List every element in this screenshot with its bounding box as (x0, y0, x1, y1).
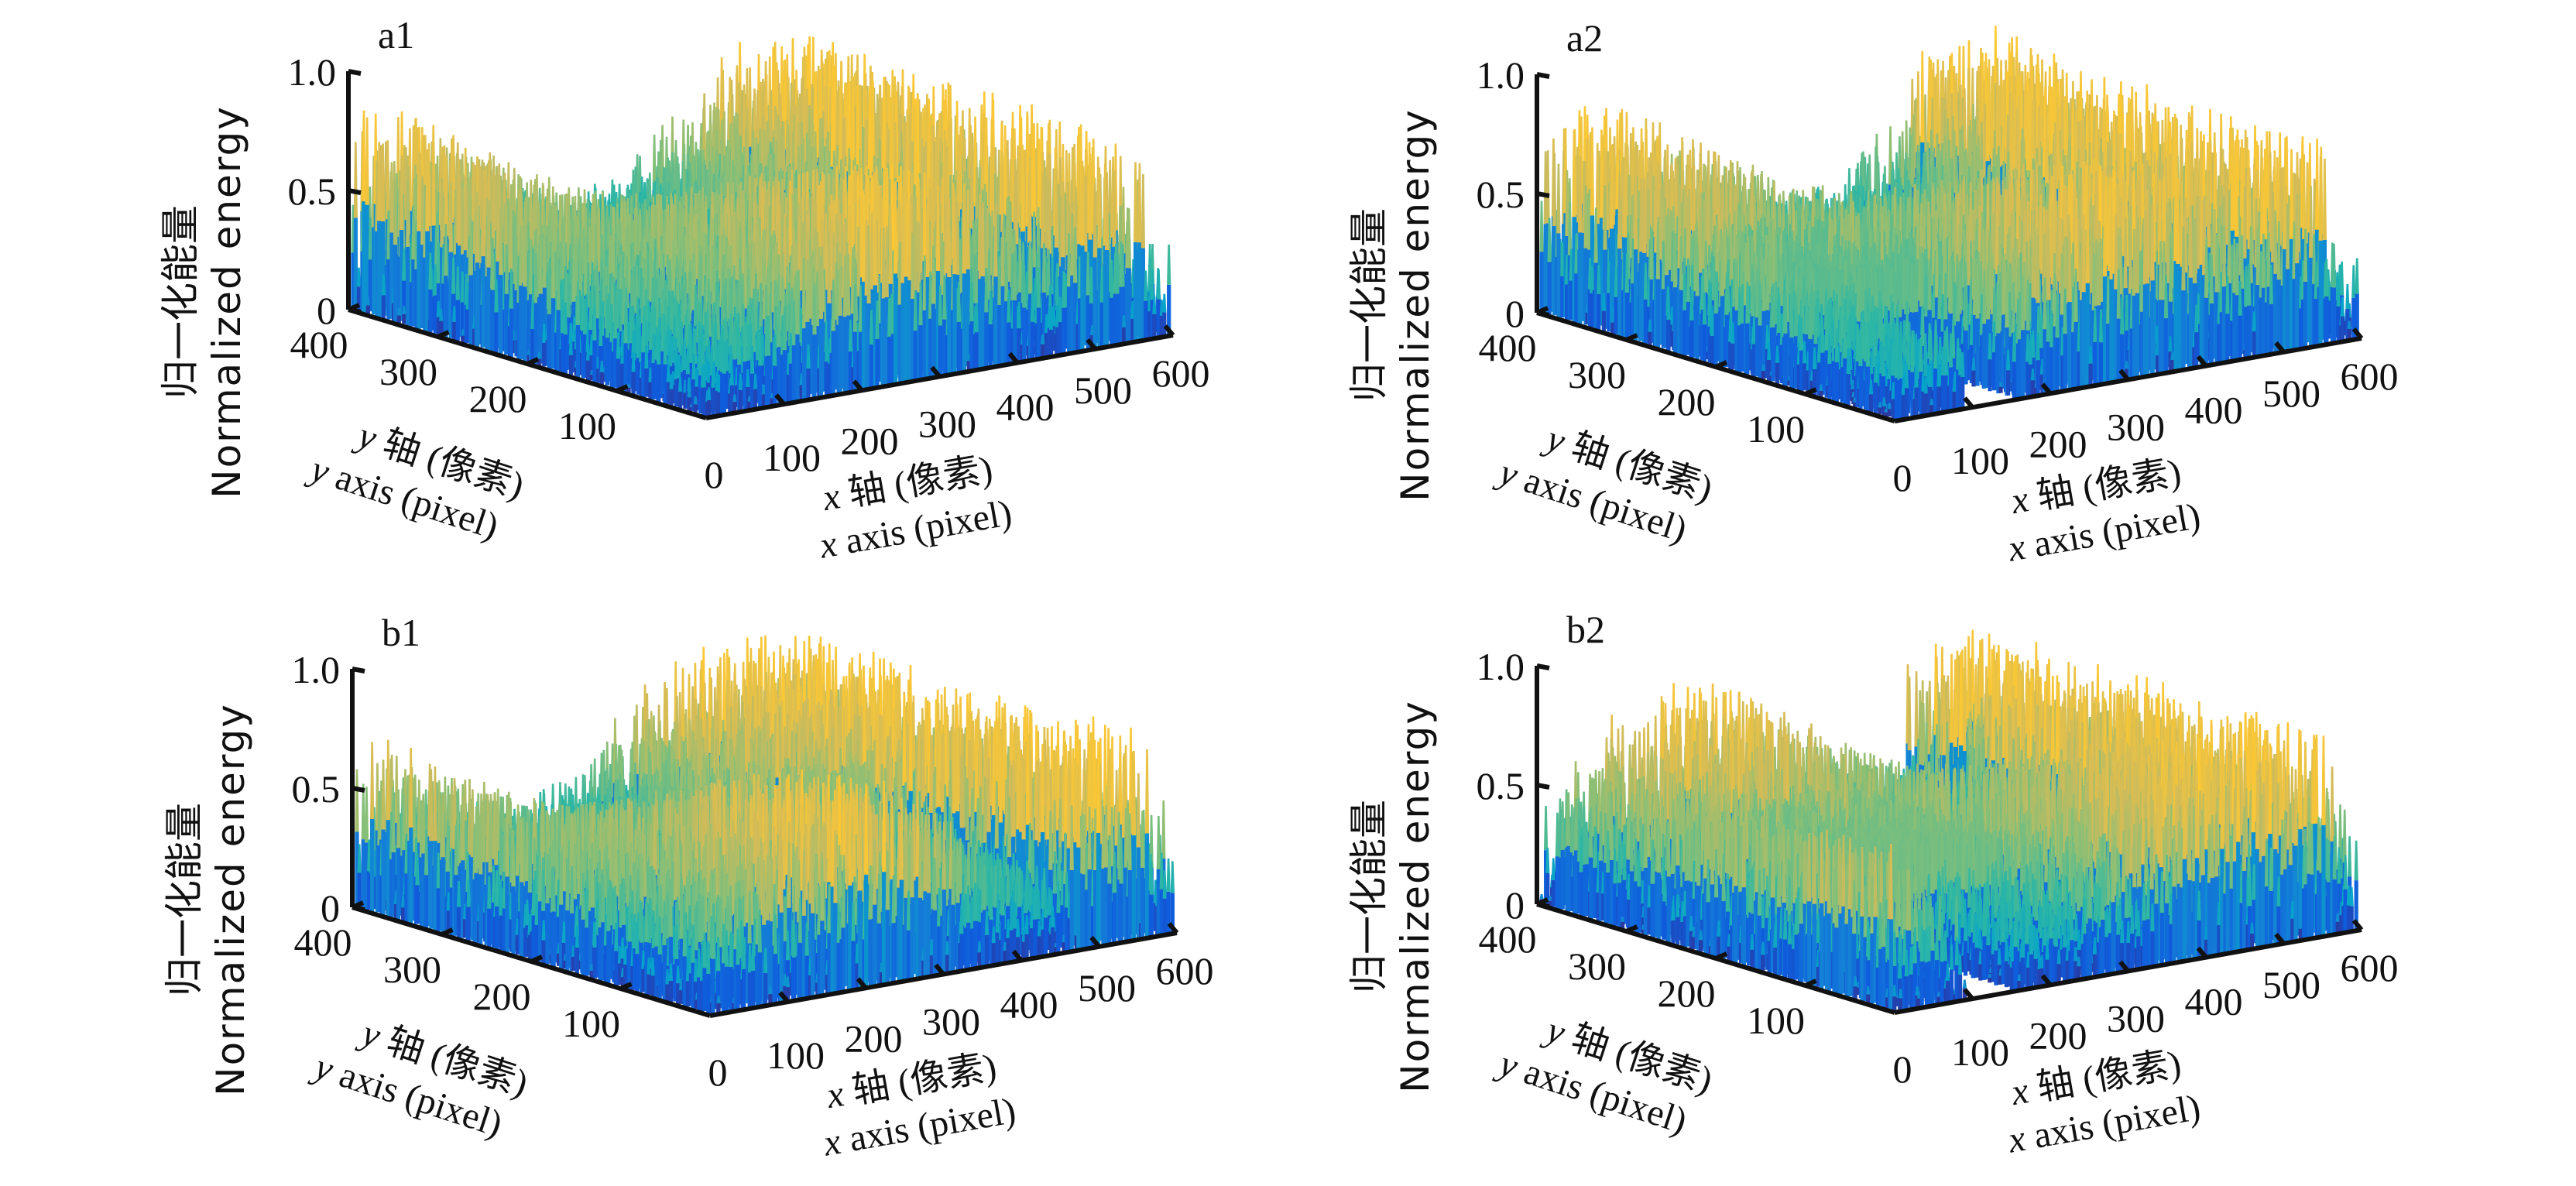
surface-spike-top (353, 142, 358, 218)
surface-spike-base (481, 256, 485, 348)
panel-a1: 0 0.5 1.0 0 100 200 300 400 500 600 100 200 300 400 a1… (0, 0, 1210, 588)
surface-spike-top (368, 217, 372, 260)
surface-spike-base (428, 289, 433, 334)
surface-plot-a1: 00.51.00 100 200 300 400 500 600100200300400a1… (158, 13, 1210, 567)
surface-spike-base (368, 259, 372, 312)
surface-spike-base (362, 201, 366, 313)
surface-spike-base (417, 231, 421, 329)
surface-spike-base (365, 204, 369, 312)
surface-spike-base (475, 262, 480, 349)
surface-spike-base (393, 245, 398, 322)
surface-spike-base (455, 300, 460, 341)
surface-spike-base (353, 218, 358, 310)
surface-spike-base (402, 314, 406, 324)
surface-spike-base (405, 246, 410, 327)
surface-spike-top (652, 134, 657, 190)
surface-spike-base (381, 295, 386, 320)
surface-spike-base (377, 221, 382, 317)
surface-spike-top (362, 110, 366, 202)
surface-spike-top (748, 67, 753, 147)
figure: 0 0.5 1.0 0 100 200 300 400 500 600 100 200 300 400 a1… (0, 0, 2399, 1164)
surface-spike-top (356, 267, 362, 287)
surface-spike-top (365, 117, 369, 205)
surface-spike-base (452, 321, 457, 341)
surface-spike-top (702, 93, 707, 165)
surface-a1 (351, 36, 1171, 417)
surface-spike-top (365, 296, 370, 306)
surface-spike-base (468, 275, 473, 346)
surface-spike-base (444, 276, 448, 339)
